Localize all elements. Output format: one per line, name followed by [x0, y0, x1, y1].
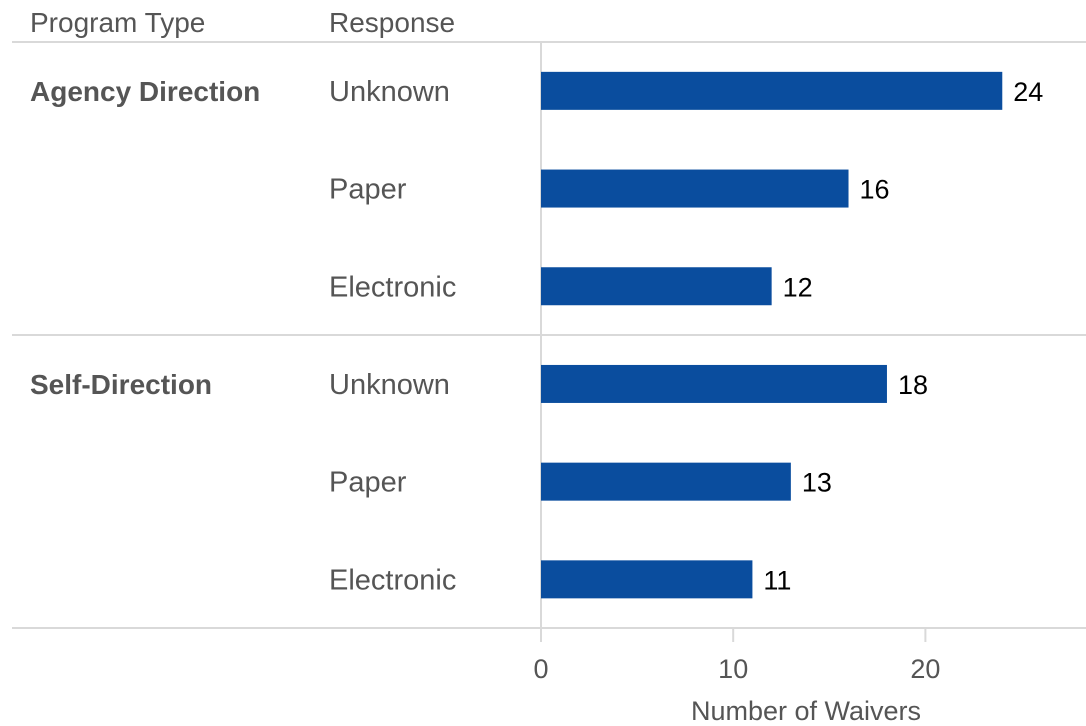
category-label: Unknown — [329, 369, 450, 401]
header-program-type: Program Type — [30, 7, 205, 38]
x-tick-label: 20 — [910, 654, 940, 684]
data-label: 18 — [898, 370, 928, 400]
category-label: Paper — [329, 174, 407, 206]
x-tick-label: 0 — [533, 654, 548, 684]
category-label: Paper — [329, 467, 407, 499]
category-label: Unknown — [329, 76, 450, 108]
category-label: Electronic — [329, 564, 456, 596]
bar — [541, 560, 753, 599]
data-label: 16 — [860, 175, 890, 205]
bar — [541, 71, 1003, 110]
data-label: 24 — [1013, 77, 1043, 107]
group-label: Self-Direction — [30, 369, 212, 400]
x-axis-label: Number of Waivers — [691, 696, 921, 726]
data-label: 12 — [783, 272, 813, 302]
bar — [541, 364, 887, 403]
data-label: 11 — [763, 565, 791, 595]
category-label: Electronic — [329, 271, 456, 303]
bar — [541, 267, 772, 306]
header-response: Response — [329, 7, 455, 38]
bar — [541, 462, 791, 501]
bar — [541, 169, 849, 208]
group-label: Agency Direction — [30, 76, 260, 107]
data-label: 13 — [802, 468, 832, 498]
x-tick-label: 10 — [718, 654, 748, 684]
chart-marks: Agency Direction Unknown 24 Paper 16 Electron… — [30, 71, 1043, 684]
